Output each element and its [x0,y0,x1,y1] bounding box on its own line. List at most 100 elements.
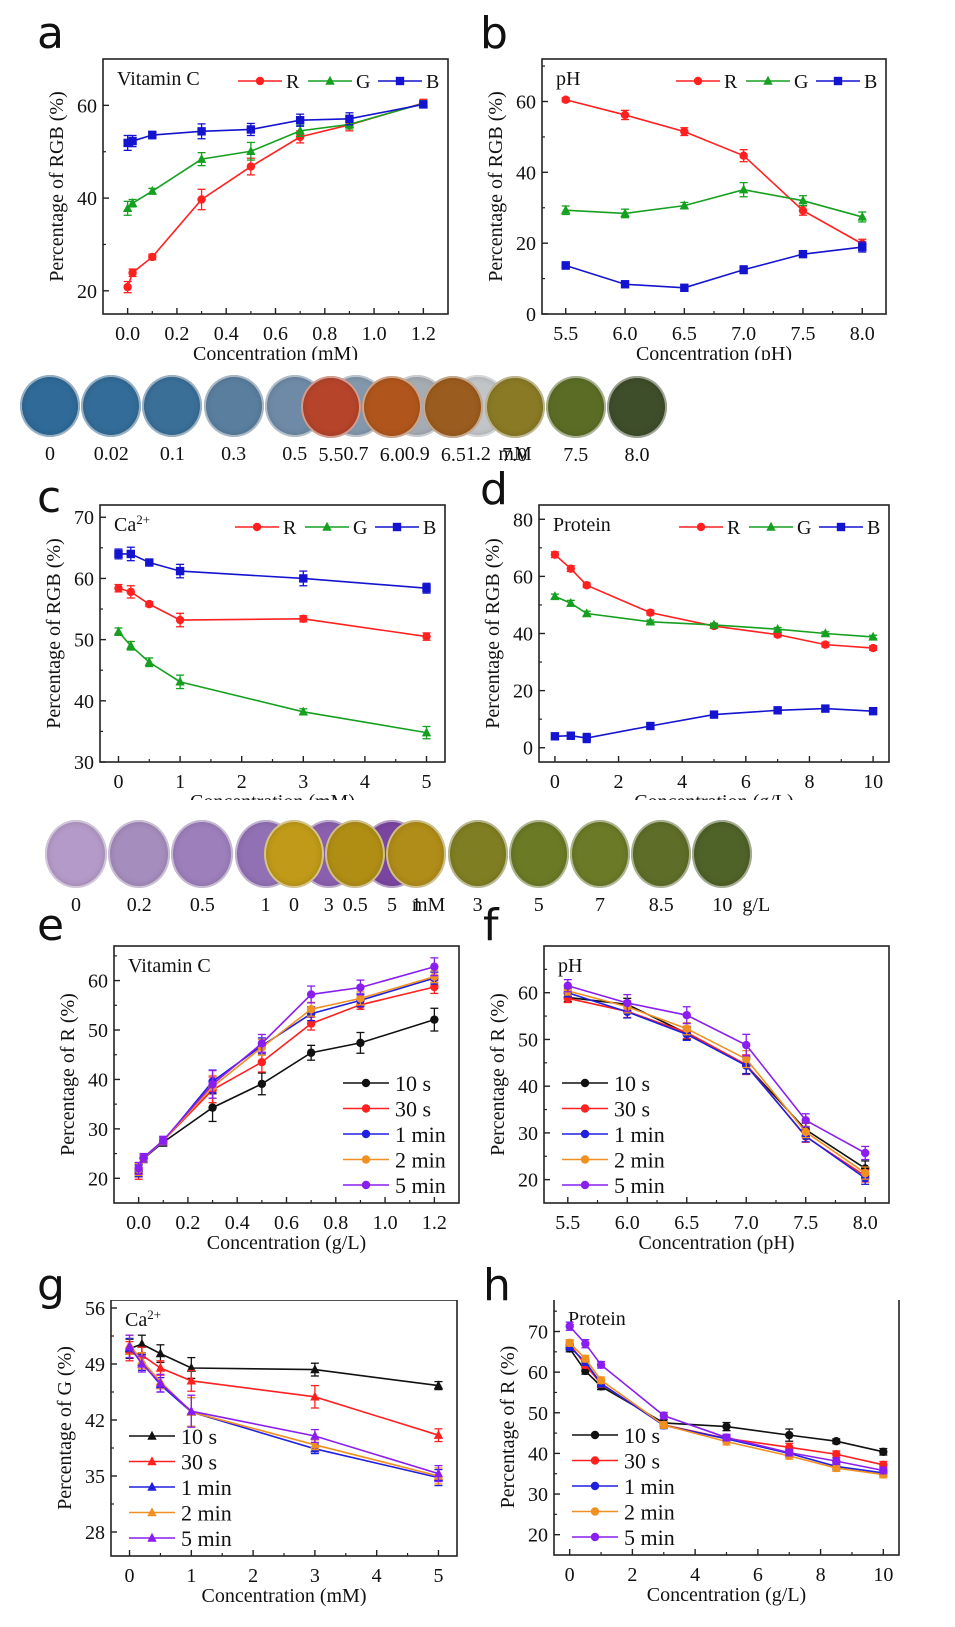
chart-e-series-line [137,965,435,1169]
chart-b-y-tick-label: 0 [526,304,536,326]
chart-f-series-line [567,984,866,1154]
chart-h-y-tick-label: 70 [528,1322,548,1344]
chart-a-series-b [123,100,428,151]
chart-b-legend-marker [693,76,703,86]
chart-e-annotation: Vitamin C [128,955,211,977]
chart-e-x-tick-label: 0.2 [175,1212,200,1234]
chart-b-data-point [739,151,748,160]
chart-c-data-point [298,706,309,716]
chart-e-data-point [430,1015,439,1024]
chart-h-data-point [596,1376,606,1385]
sample-plate-label: 5 [533,894,544,916]
chart-e-y-tick-label: 30 [88,1119,108,1141]
chart-d-data-point [820,628,831,638]
chart-e-x-axis-label: Concentration (g/L) [207,1232,366,1254]
chart-a-data-point [196,153,207,163]
chart-g-data-point [310,1364,320,1374]
chart-a-x-tick-label: 1.0 [362,323,387,345]
chart-g-data-point [124,1341,135,1351]
chart-d-data-point [821,704,830,713]
chart-d-series-b [550,704,878,744]
chart-b-series-line [565,246,863,289]
chart-g-annotation: Ca2+ [125,1307,161,1332]
chart-f-legend-label: 1 min [614,1122,665,1147]
chart-f-y-tick-label: 50 [518,1029,538,1051]
chart-b-annotation: pH [556,68,580,90]
chart-c-annotation: Ca2+ [114,512,150,537]
chart-g-y-tick-label: 42 [85,1410,105,1432]
chart-d-data-point [646,608,655,617]
chart-g-x-axis-label: Concentration (mM) [202,1585,367,1607]
chart-a-legend-label: R [286,71,300,93]
chart-g-data-point [186,1406,197,1415]
chart-h-legend-label: 1 min [624,1474,675,1499]
chart-b-data-point [798,206,808,215]
chart-d-data-point [566,598,576,607]
chart-d-data-point [868,643,878,653]
chart-f-y-tick-label: 20 [518,1170,538,1192]
chart-a-data-point [128,268,137,277]
chart-a-x-tick-label: 0.2 [164,323,189,345]
sample-plate [81,375,142,437]
chart-a-legend-marker [255,76,265,86]
chart-h-y-tick-label: 60 [528,1362,548,1384]
chart-e-y-tick-label: 20 [88,1168,108,1190]
sample-plate-label: 0 [45,443,55,465]
chart-b-series-line [565,188,863,218]
chart-b-data-point [739,265,748,274]
chart-g-series-line [128,1345,439,1475]
chart-a-annotation: Vitamin C [117,68,200,90]
chart-f-series-line [567,997,866,1177]
chart-e-legend-marker [361,1078,371,1088]
chart-f-data-point [742,1040,751,1050]
chart-f-x-tick-label: 5.5 [555,1212,580,1234]
chart-h-legend-label: 10 s [624,1423,660,1448]
chart-c-data-point [175,615,185,625]
chart-e-data-point [208,1080,217,1089]
sample-plate-label: 0.5 [342,894,368,916]
chart-h-data-point [832,1456,841,1466]
chart-d-y-tick-label: 60 [513,566,533,588]
sample-plate [171,820,234,888]
chart-b-data-point [798,249,808,259]
chart-h-y-tick-label: 30 [528,1484,548,1506]
sample-plate-label: 0.9 [404,443,430,465]
chart-h-legend-marker [590,1430,600,1440]
chart-b-x-tick-label: 8.0 [850,323,875,345]
chart-c-data-point [175,566,185,576]
chart-g-legend-label: 10 s [181,1424,217,1449]
chart-h-y-axis-label: Percentage of R (%) [497,1346,519,1509]
chart-a-x-tick-label: 0.0 [115,323,140,345]
sample-plate [203,375,264,437]
chart-h-data-point [581,1366,590,1376]
chart-g-legend-marker [147,1532,157,1542]
chart-d-annotation: Protein [553,514,611,536]
chart-f-series-line [567,990,866,1174]
chart-h-data-point [581,1339,590,1348]
chart-d-data-point [566,564,576,573]
chart-g-data-point [433,1468,444,1478]
chart-d-x-tick-label: 6 [741,771,751,793]
chart-h-x-tick-label: 2 [627,1564,637,1586]
chart-f-series-line [567,991,866,1179]
chart-d-data-point [709,619,719,629]
sample-plate [570,820,630,888]
chart-b-x-tick-label: 7.0 [731,323,756,345]
chart-d-legend-label: B [867,517,880,539]
chart-g-legend-label: 30 s [181,1450,217,1475]
chart-g-data-point [186,1375,197,1385]
chart-c-legend-label: B [423,517,436,539]
chart-f-y-axis-label: Percentage of R (%) [487,993,509,1156]
chart-g-data-point [433,1430,444,1439]
chart-e-legend-label: 30 s [395,1097,431,1122]
chart-h-data-point [879,1466,888,1475]
chart-h-x-tick-label: 10 [873,1564,893,1586]
sample-plate-label: 1.2 [465,443,491,465]
chart-e-data-point [356,1038,365,1048]
chart-d-data-point [821,640,830,649]
chart-d-series-g [550,591,878,641]
sample-plate-label: 7.0 [502,444,528,466]
chart-c-data-point [144,657,154,666]
